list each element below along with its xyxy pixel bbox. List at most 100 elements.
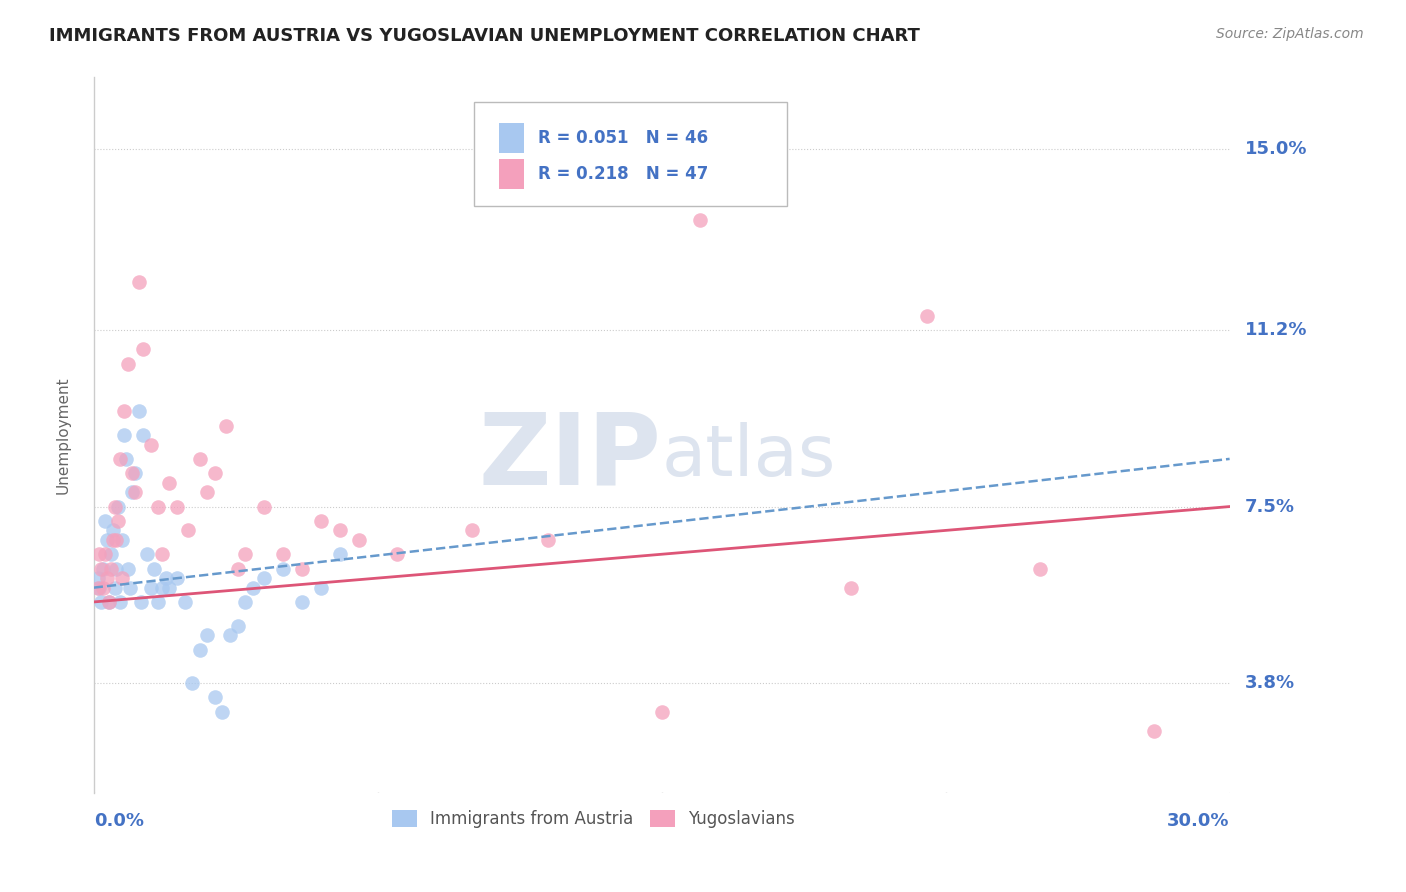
Point xyxy=(204,466,226,480)
Point xyxy=(253,571,276,585)
Point xyxy=(112,428,135,442)
Point xyxy=(132,343,155,357)
Point xyxy=(1143,723,1166,738)
Text: 11.2%: 11.2% xyxy=(1244,321,1308,339)
Text: atlas: atlas xyxy=(662,422,837,491)
Legend: Immigrants from Austria, Yugoslavians: Immigrants from Austria, Yugoslavians xyxy=(385,803,801,834)
Point xyxy=(159,581,181,595)
Point xyxy=(111,533,134,547)
Point xyxy=(537,533,560,547)
Text: 7.5%: 7.5% xyxy=(1244,498,1295,516)
FancyBboxPatch shape xyxy=(474,103,786,206)
Point xyxy=(107,514,129,528)
Point xyxy=(121,466,143,480)
Bar xyxy=(499,159,524,189)
Point xyxy=(139,437,162,451)
Point xyxy=(173,595,195,609)
Point xyxy=(150,547,173,561)
Text: 15.0%: 15.0% xyxy=(1244,140,1308,158)
Point xyxy=(103,581,125,595)
Point xyxy=(329,547,352,561)
Text: 3.8%: 3.8% xyxy=(1244,674,1295,692)
Point xyxy=(91,581,114,595)
Point xyxy=(105,533,128,547)
Text: 0.0%: 0.0% xyxy=(94,812,143,830)
Point xyxy=(115,451,138,466)
Point xyxy=(309,514,332,528)
Point xyxy=(204,690,226,705)
Text: 30.0%: 30.0% xyxy=(1167,812,1230,830)
Point xyxy=(329,524,352,538)
Point xyxy=(188,451,211,466)
Point xyxy=(117,357,139,371)
Point xyxy=(96,571,118,585)
Point xyxy=(150,581,173,595)
Point xyxy=(195,485,218,500)
Point xyxy=(155,571,177,585)
Point xyxy=(651,705,673,719)
Point xyxy=(91,561,114,575)
Point xyxy=(215,418,238,433)
Point xyxy=(166,571,188,585)
Point xyxy=(100,561,122,575)
Point xyxy=(121,485,143,500)
Point xyxy=(211,705,233,719)
Point xyxy=(271,547,294,561)
Point xyxy=(105,561,128,575)
Point xyxy=(291,561,314,575)
Point xyxy=(96,533,118,547)
Point xyxy=(97,595,120,609)
Point xyxy=(146,500,169,514)
Point xyxy=(117,561,139,575)
Point xyxy=(103,500,125,514)
Text: R = 0.051   N = 46: R = 0.051 N = 46 xyxy=(538,129,709,147)
Point xyxy=(233,595,256,609)
Point xyxy=(110,595,132,609)
Point xyxy=(166,500,188,514)
Point xyxy=(110,451,132,466)
Point xyxy=(159,475,181,490)
Point xyxy=(915,309,938,323)
Point xyxy=(89,547,111,561)
Point xyxy=(226,619,249,633)
Point xyxy=(132,428,155,442)
Point xyxy=(112,404,135,418)
Point xyxy=(118,581,141,595)
Point xyxy=(347,533,370,547)
Point xyxy=(128,276,150,290)
Point xyxy=(253,500,276,514)
Point xyxy=(309,581,332,595)
Text: IMMIGRANTS FROM AUSTRIA VS YUGOSLAVIAN UNEMPLOYMENT CORRELATION CHART: IMMIGRANTS FROM AUSTRIA VS YUGOSLAVIAN U… xyxy=(49,27,920,45)
Point xyxy=(107,500,129,514)
Point xyxy=(100,547,122,561)
Point xyxy=(135,547,157,561)
Point xyxy=(177,524,200,538)
Point xyxy=(219,628,242,642)
Text: R = 0.218   N = 47: R = 0.218 N = 47 xyxy=(538,165,709,183)
Bar xyxy=(499,123,524,153)
Point xyxy=(97,595,120,609)
Point xyxy=(139,581,162,595)
Point xyxy=(124,485,146,500)
Text: ZIP: ZIP xyxy=(479,408,662,505)
Point xyxy=(86,581,108,595)
Point xyxy=(839,581,862,595)
Point xyxy=(181,676,204,690)
Point xyxy=(143,561,166,575)
Point xyxy=(89,581,111,595)
Point xyxy=(385,547,408,561)
Point xyxy=(226,561,249,575)
Point xyxy=(146,595,169,609)
Point xyxy=(195,628,218,642)
Point xyxy=(461,524,484,538)
Point xyxy=(111,571,134,585)
Point xyxy=(188,642,211,657)
Point xyxy=(271,561,294,575)
Point xyxy=(124,466,146,480)
Text: Unemployment: Unemployment xyxy=(56,376,70,494)
Point xyxy=(86,571,108,585)
Point xyxy=(1029,561,1052,575)
Point xyxy=(689,213,711,227)
Point xyxy=(128,404,150,418)
Point xyxy=(101,533,124,547)
